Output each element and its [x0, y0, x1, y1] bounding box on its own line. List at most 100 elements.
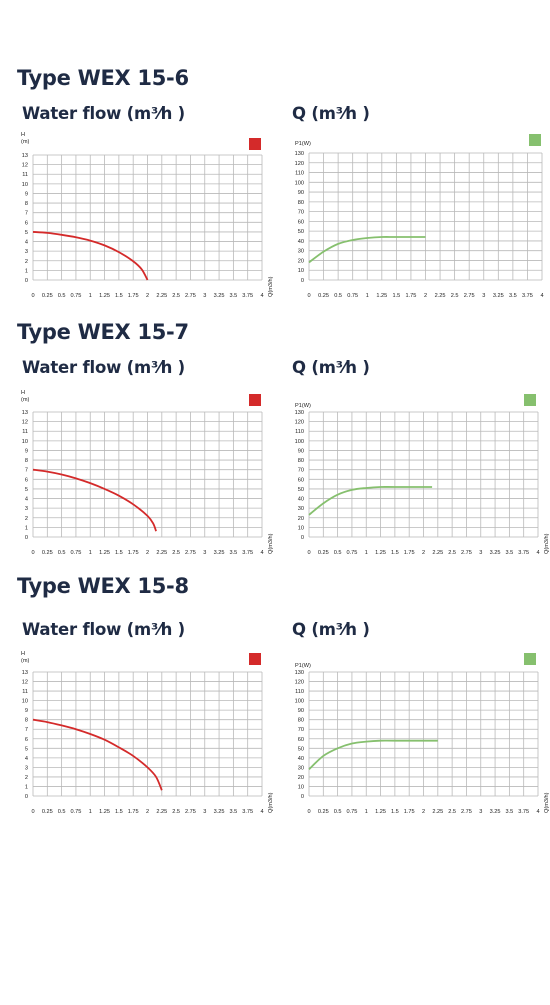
legend-swatch [529, 134, 541, 146]
x-tick-label: 1 [89, 550, 92, 556]
x-tick-label: 3.25 [214, 293, 225, 299]
x-tick-label: 2.25 [156, 809, 167, 815]
head-chart-title: Water flow (m³⁄h ) [22, 358, 186, 377]
section-title: Type WEX 15-7 [17, 320, 189, 344]
x-tick-label: 2.75 [185, 293, 196, 299]
y-axis-label: P1(W) [295, 663, 311, 669]
x-tick-label: 0 [31, 293, 34, 299]
x-tick-label: 0.75 [70, 550, 81, 556]
x-tick-label: 1.5 [115, 293, 123, 299]
x-tick-label: 2.75 [461, 809, 472, 815]
x-tick-label: 3.25 [490, 550, 501, 556]
y-tick-label: 20 [298, 775, 304, 781]
x-tick-label: 1.5 [391, 809, 399, 815]
y-tick-label: 20 [298, 516, 304, 522]
y-tick-label: 11 [22, 429, 28, 435]
x-tick-label: 2.75 [464, 293, 475, 299]
y-tick-label: 80 [298, 718, 304, 724]
y-tick-label: 10 [298, 525, 304, 531]
y-tick-label: 13 [22, 153, 28, 159]
y-tick-label: 70 [298, 468, 304, 474]
x-tick-label: 0.5 [334, 550, 342, 556]
power-chart: 0 0.25 0.5 0.75 1 1.25 1.5 1.75 2 2.25 2.5 2.75 3 3.2… [295, 394, 550, 556]
x-tick-label: 1 [365, 809, 368, 815]
x-tick-label: 2.25 [156, 293, 167, 299]
x-tick-label: 1 [366, 293, 369, 299]
series-line [32, 231, 149, 281]
y-tick-label: 130 [295, 670, 304, 676]
x-axis-label: Q(m3/h) [544, 792, 550, 813]
x-tick-label: 4 [260, 809, 263, 815]
x-tick-label: 4 [540, 293, 543, 299]
y-tick-label: 40 [298, 239, 304, 245]
y-tick-label: 120 [295, 680, 304, 686]
y-tick-label: 120 [295, 420, 304, 426]
head-chart-title: Water flow (m³⁄h ) [22, 104, 186, 123]
series-line [32, 718, 163, 791]
y-tick-label: 12 [22, 680, 28, 686]
x-tick-label: 2.25 [156, 550, 167, 556]
x-tick-label: 0 [307, 550, 310, 556]
x-tick-label: 1.75 [128, 293, 139, 299]
head-chart: 0 0.25 0.5 0.75 1 1.25 1.5 1.75 2 2.25 2.5 2.75 3 3.2… [21, 651, 274, 815]
x-tick-label: 0.25 [318, 550, 329, 556]
head-chart-title: Water flow (m³⁄h ) [22, 620, 186, 639]
x-tick-label: 0.75 [346, 809, 357, 815]
y-tick-label: 6 [25, 477, 28, 483]
x-tick-label: 2.5 [448, 809, 456, 815]
y-tick-label: 100 [295, 699, 304, 705]
x-tick-label: 3.75 [242, 809, 253, 815]
x-tick-label: 3.25 [214, 550, 225, 556]
y-tick-label: 3 [25, 506, 28, 512]
y-tick-label: 10 [298, 268, 304, 274]
y-tick-label: 0 [25, 535, 28, 541]
y-tick-label: 7 [25, 211, 28, 217]
legend-swatch [524, 394, 536, 406]
y-tick-label: 50 [298, 487, 304, 493]
x-tick-label: 0.5 [58, 550, 66, 556]
y-tick-label: 10 [22, 182, 28, 188]
x-tick-label: 1.75 [128, 809, 139, 815]
y-tick-label: 11 [22, 172, 28, 178]
power-chart-title: Q (m³⁄h ) [292, 358, 370, 377]
x-tick-label: 1.75 [405, 293, 416, 299]
y-tick-label: 6 [25, 220, 28, 226]
x-tick-label: 1.75 [404, 809, 415, 815]
legend-swatch [249, 394, 261, 406]
x-axis-label: Q(m3/h) [268, 533, 274, 554]
x-tick-label: 3.75 [518, 550, 529, 556]
x-tick-label: 0.25 [42, 809, 53, 815]
y-tick-label: 70 [298, 727, 304, 733]
y-tick-label: 30 [298, 506, 304, 512]
x-tick-label: 1.5 [115, 550, 123, 556]
y-axis-label: H [21, 390, 25, 396]
y-tick-label: 80 [298, 458, 304, 464]
y-tick-label: 8 [25, 201, 28, 207]
y-tick-label: 0 [301, 535, 304, 541]
x-tick-label: 3 [482, 293, 485, 299]
x-tick-label: 3 [203, 293, 206, 299]
y-tick-label: 13 [22, 670, 28, 676]
power-chart-title: Q (m³⁄h ) [292, 620, 370, 639]
x-tick-label: 3.75 [522, 293, 533, 299]
x-tick-label: 3 [479, 550, 482, 556]
head-chart: 0 0.25 0.5 0.75 1 1.25 1.5 1.75 2 2.25 2.5 2.75 3 3.2… [21, 132, 274, 299]
section-title: Type WEX 15-8 [17, 574, 189, 598]
y-tick-label: 90 [298, 448, 304, 454]
y-tick-label: 10 [22, 439, 28, 445]
x-tick-label: 4 [260, 293, 263, 299]
series-line [32, 468, 157, 532]
x-tick-label: 2.25 [432, 550, 443, 556]
y-tick-label: 12 [22, 163, 28, 169]
x-tick-label: 0.25 [318, 809, 329, 815]
y-tick-label: 100 [295, 439, 304, 445]
x-tick-label: 3.5 [505, 550, 513, 556]
section-title: Type WEX 15-6 [17, 66, 189, 90]
y-tick-label: 40 [298, 756, 304, 762]
y-tick-label: 5 [25, 746, 28, 752]
x-tick-label: 1 [89, 809, 92, 815]
y-tick-label: 13 [22, 410, 28, 416]
y-tick-label: 110 [295, 171, 304, 177]
y-tick-label: 50 [298, 746, 304, 752]
grid [308, 411, 539, 538]
